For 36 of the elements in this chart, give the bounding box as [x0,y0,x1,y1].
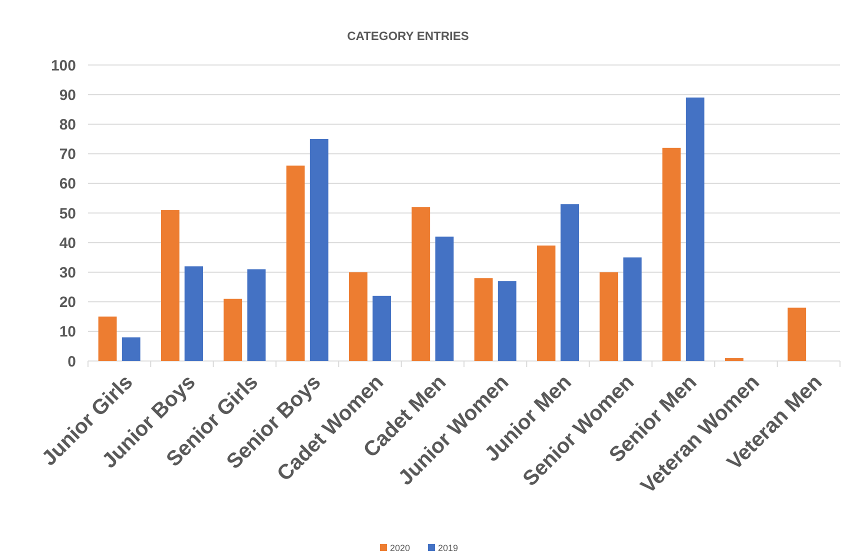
bar [788,308,806,361]
y-tick-label: 30 [59,264,76,282]
bar [98,316,117,361]
bar [662,148,681,361]
y-tick-label: 10 [59,324,76,341]
y-tick-label: 40 [59,234,76,252]
bar [537,246,556,361]
bar [600,272,618,361]
bar [372,296,391,361]
bar [686,98,704,361]
bar [349,272,368,361]
bar [184,266,203,361]
bar [310,139,328,361]
bar [122,337,140,361]
bar [412,207,430,361]
bar [725,358,744,361]
bar [623,257,642,361]
y-tick-label: 80 [59,116,76,134]
y-tick-label: 70 [59,146,76,164]
bar [435,236,454,361]
y-tick-label: 0 [68,353,76,370]
legend-label: 2020 [390,543,410,553]
y-tick-label: 60 [59,176,76,193]
bar [161,210,180,361]
bar [474,278,493,361]
y-tick-label: 20 [59,294,76,312]
bar [498,281,516,361]
chart-title: CATEGORY ENTRIES [347,29,469,43]
bar [224,298,242,361]
bar [560,204,579,361]
y-tick-label: 100 [50,57,76,74]
y-tick-label: 90 [59,86,76,104]
y-tick-label: 50 [59,205,76,222]
legend-label: 2019 [438,543,458,553]
bar [247,269,266,361]
bar [286,166,305,361]
